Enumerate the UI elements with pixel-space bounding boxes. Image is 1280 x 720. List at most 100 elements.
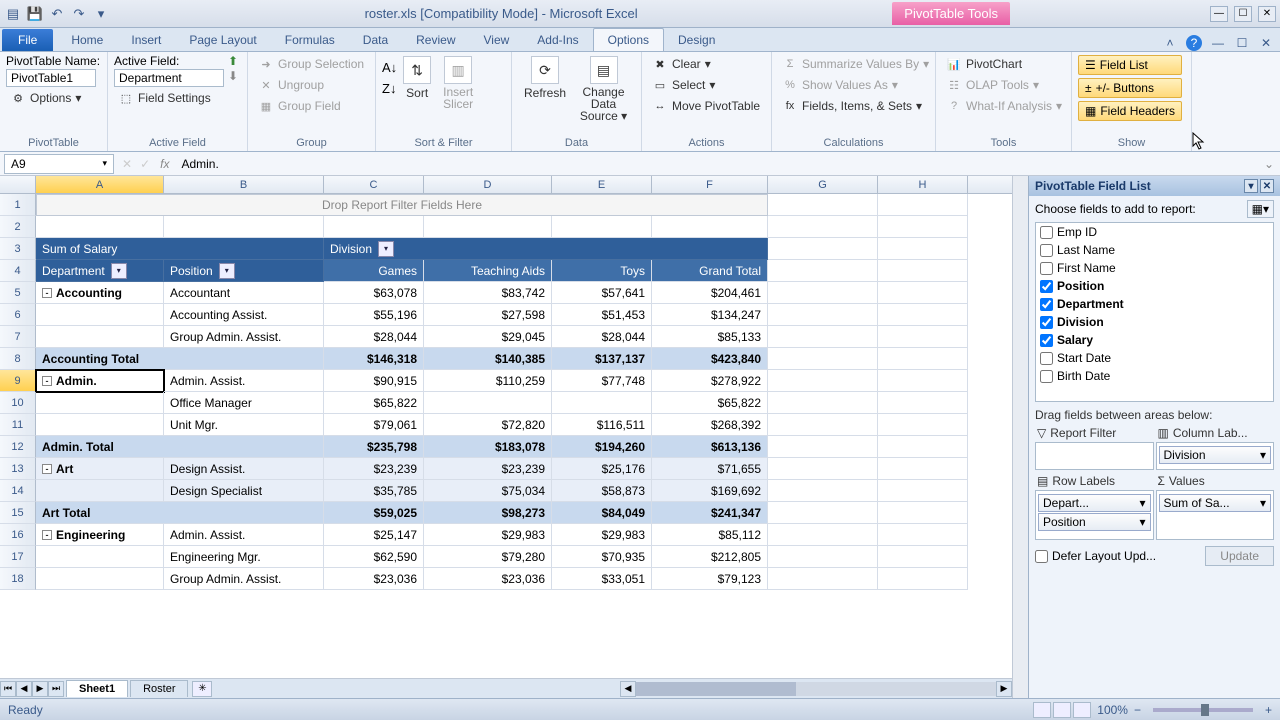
value-cell[interactable] <box>552 392 652 414</box>
fieldlist-dropdown-icon[interactable]: ▾ <box>1244 179 1258 193</box>
pivotchart-button[interactable]: 📊PivotChart <box>942 54 1066 74</box>
position-cell[interactable]: Accountant <box>164 282 324 304</box>
col-header-G[interactable]: G <box>768 176 878 193</box>
expand-field-icon[interactable]: ⬆ <box>228 54 238 68</box>
value-cell[interactable]: $79,123 <box>652 568 768 590</box>
field-settings-button[interactable]: ⬚Field Settings <box>114 88 224 108</box>
row-header-13[interactable]: 13 <box>0 458 36 480</box>
field-emp-id[interactable]: Emp ID <box>1036 223 1273 241</box>
dept-cell[interactable] <box>36 414 164 436</box>
field-first-name[interactable]: First Name <box>1036 259 1273 277</box>
row-pill-position[interactable]: Position▾ <box>1038 513 1151 531</box>
position-cell[interactable]: Office Manager <box>164 392 324 414</box>
value-cell[interactable] <box>424 392 552 414</box>
value-cell[interactable]: $65,822 <box>324 392 424 414</box>
value-cell[interactable]: $29,983 <box>424 524 552 546</box>
row-header-2[interactable]: 2 <box>0 216 36 238</box>
value-cell[interactable]: $75,034 <box>424 480 552 502</box>
tab-nav-prev[interactable]: ◀ <box>16 681 32 697</box>
close-button[interactable]: ✕ <box>1258 6 1276 22</box>
tab-file[interactable]: File <box>2 29 53 51</box>
position-cell[interactable]: Admin. Assist. <box>164 524 324 546</box>
select-all-corner[interactable] <box>0 176 36 193</box>
undo-icon[interactable]: ↶ <box>48 5 66 23</box>
row-header-6[interactable]: 6 <box>0 304 36 326</box>
field-headers-toggle[interactable]: ▦Field Headers <box>1078 101 1182 121</box>
position-header[interactable]: Position▾ <box>164 260 324 282</box>
expand-formula-bar-icon[interactable]: ⌄ <box>1258 157 1280 171</box>
value-cell[interactable]: $28,044 <box>324 326 424 348</box>
position-cell[interactable]: Design Assist. <box>164 458 324 480</box>
value-cell[interactable]: $51,453 <box>552 304 652 326</box>
row-header-3[interactable]: 3 <box>0 238 36 260</box>
value-cell[interactable]: $278,922 <box>652 370 768 392</box>
row-header-8[interactable]: 8 <box>0 348 36 370</box>
row-header-15[interactable]: 15 <box>0 502 36 524</box>
sheet-tab-roster[interactable]: Roster <box>130 680 188 697</box>
dept-cell[interactable]: -Engineering <box>36 524 164 546</box>
move-pivottable-button[interactable]: ↔Move PivotTable <box>648 96 764 116</box>
value-cell[interactable]: $58,873 <box>552 480 652 502</box>
value-cell[interactable]: $33,051 <box>552 568 652 590</box>
value-cell[interactable]: $90,915 <box>324 370 424 392</box>
fx-icon[interactable]: fx <box>154 157 175 171</box>
field-list-toggle[interactable]: ☰Field List <box>1078 55 1182 75</box>
field-list[interactable]: Emp IDLast NameFirst NamePositionDepartm… <box>1035 222 1274 402</box>
select-button[interactable]: ▭Select ▾ <box>648 75 764 95</box>
value-cell[interactable]: $85,133 <box>652 326 768 348</box>
row-header-4[interactable]: 4 <box>0 260 36 282</box>
row-header-7[interactable]: 7 <box>0 326 36 348</box>
value-cell[interactable]: $23,239 <box>324 458 424 480</box>
col-header-H[interactable]: H <box>878 176 968 193</box>
division-header[interactable]: Division▾ <box>324 238 768 260</box>
vertical-scrollbar[interactable] <box>1012 176 1028 698</box>
value-cell[interactable]: $55,196 <box>324 304 424 326</box>
tab-nav-next[interactable]: ▶ <box>32 681 48 697</box>
tab-home[interactable]: Home <box>57 29 117 51</box>
position-cell[interactable]: Engineering Mgr. <box>164 546 324 568</box>
position-cell[interactable]: Group Admin. Assist. <box>164 568 324 590</box>
name-box[interactable]: A9▾ <box>4 154 114 174</box>
row-header-11[interactable]: 11 <box>0 414 36 436</box>
row-pill-department[interactable]: Depart...▾ <box>1038 494 1151 512</box>
minimize-ribbon-icon[interactable]: ˄ <box>1162 35 1178 51</box>
value-cell[interactable]: $62,590 <box>324 546 424 568</box>
active-field-input[interactable] <box>114 69 224 87</box>
view-layout-icon[interactable] <box>1053 702 1071 718</box>
value-cell[interactable]: $35,785 <box>324 480 424 502</box>
new-sheet-icon[interactable]: ✳ <box>192 681 212 697</box>
tab-nav-last[interactable]: ⏭ <box>48 681 64 697</box>
save-icon[interactable]: 💾 <box>26 5 44 23</box>
view-break-icon[interactable] <box>1073 702 1091 718</box>
hscroll-left[interactable]: ◀ <box>620 681 636 697</box>
tab-data[interactable]: Data <box>349 29 402 51</box>
view-normal-icon[interactable] <box>1033 702 1051 718</box>
col-header-F[interactable]: F <box>652 176 768 193</box>
value-cell[interactable]: $110,259 <box>424 370 552 392</box>
tab-add-ins[interactable]: Add-Ins <box>523 29 592 51</box>
col-header-A[interactable]: A <box>36 176 164 193</box>
fieldlist-close-icon[interactable]: ✕ <box>1260 179 1274 193</box>
dept-cell[interactable] <box>36 304 164 326</box>
collapse-field-icon[interactable]: ⬇ <box>228 69 238 83</box>
minimize-button[interactable]: — <box>1210 6 1228 22</box>
value-cell[interactable]: $25,176 <box>552 458 652 480</box>
dept-cell[interactable] <box>36 326 164 348</box>
help-icon[interactable]: ? <box>1186 35 1202 51</box>
dept-cell[interactable]: -Accounting <box>36 282 164 304</box>
window-minimize-icon[interactable]: — <box>1210 35 1226 51</box>
col-header-D[interactable]: D <box>424 176 552 193</box>
value-cell[interactable]: $27,598 <box>424 304 552 326</box>
tab-insert[interactable]: Insert <box>117 29 175 51</box>
col-header-E[interactable]: E <box>552 176 652 193</box>
col-header-C[interactable]: C <box>324 176 424 193</box>
field-start-date[interactable]: Start Date <box>1036 349 1273 367</box>
value-cell[interactable]: $85,112 <box>652 524 768 546</box>
formula-input[interactable]: Admin. <box>175 155 1257 173</box>
tab-options[interactable]: Options <box>593 28 664 51</box>
row-header-5[interactable]: 5 <box>0 282 36 304</box>
report-filter-dropzone[interactable]: Drop Report Filter Fields Here <box>36 194 768 216</box>
sort-desc-icon[interactable]: Z↓ <box>382 81 397 96</box>
sheet-tab-sheet1[interactable]: Sheet1 <box>66 680 128 697</box>
plusminus-toggle[interactable]: ±+/- Buttons <box>1078 78 1182 98</box>
